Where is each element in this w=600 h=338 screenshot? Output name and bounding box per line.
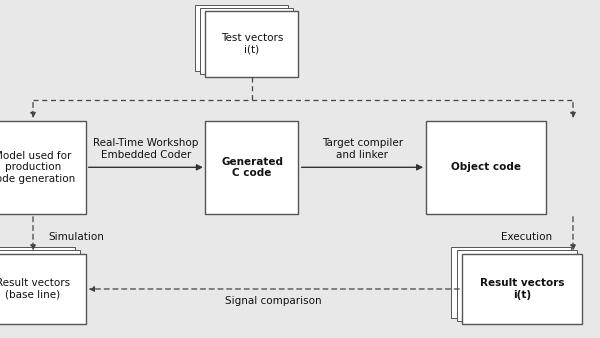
Bar xyxy=(426,121,546,214)
Text: Result vectors
(base line): Result vectors (base line) xyxy=(0,278,70,300)
Bar xyxy=(205,121,298,214)
Bar xyxy=(451,247,571,318)
Bar xyxy=(457,250,577,321)
Text: Test vectors
i(t): Test vectors i(t) xyxy=(221,33,283,55)
Bar xyxy=(0,247,75,318)
Bar xyxy=(462,254,582,324)
Bar xyxy=(194,5,287,71)
Text: Simulation: Simulation xyxy=(48,232,104,242)
Text: Signal comparison: Signal comparison xyxy=(224,296,322,306)
Bar xyxy=(0,121,86,214)
Text: Result vectors
i(t): Result vectors i(t) xyxy=(480,278,564,300)
Text: Execution: Execution xyxy=(501,232,552,242)
Bar xyxy=(0,254,86,324)
Text: Object code: Object code xyxy=(451,162,521,172)
Bar xyxy=(205,11,298,77)
Text: Model used for
production
code generation: Model used for production code generatio… xyxy=(0,151,76,184)
Bar xyxy=(0,250,80,321)
Text: Generated
C code: Generated C code xyxy=(221,156,283,178)
Bar xyxy=(200,8,293,74)
Text: Target compiler
and linker: Target compiler and linker xyxy=(322,138,403,160)
Text: Real-Time Workshop
Embedded Coder: Real-Time Workshop Embedded Coder xyxy=(93,138,199,160)
